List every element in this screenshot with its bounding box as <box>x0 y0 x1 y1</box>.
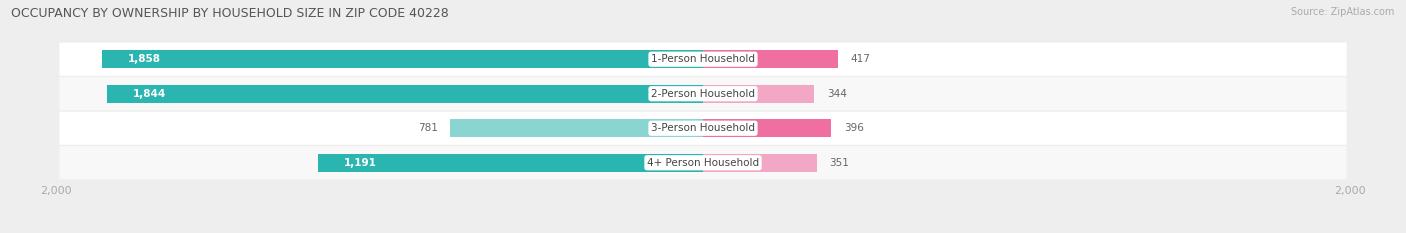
Bar <box>318 154 703 172</box>
Text: Source: ZipAtlas.com: Source: ZipAtlas.com <box>1291 7 1395 17</box>
FancyBboxPatch shape <box>59 112 1347 145</box>
Text: 3-Person Household: 3-Person Household <box>651 123 755 133</box>
Bar <box>703 85 814 103</box>
Text: OCCUPANCY BY OWNERSHIP BY HOUSEHOLD SIZE IN ZIP CODE 40228: OCCUPANCY BY OWNERSHIP BY HOUSEHOLD SIZE… <box>11 7 449 20</box>
Bar <box>703 119 831 137</box>
Text: 1-Person Household: 1-Person Household <box>651 54 755 64</box>
Text: 1,191: 1,191 <box>343 158 377 168</box>
Text: 2-Person Household: 2-Person Household <box>651 89 755 99</box>
Text: 351: 351 <box>830 158 849 168</box>
Bar <box>703 154 817 172</box>
Text: 4+ Person Household: 4+ Person Household <box>647 158 759 168</box>
FancyBboxPatch shape <box>59 43 1347 76</box>
FancyBboxPatch shape <box>59 77 1347 110</box>
Text: 1,844: 1,844 <box>132 89 166 99</box>
Text: 781: 781 <box>418 123 437 133</box>
Text: 417: 417 <box>851 54 870 64</box>
Text: 1,858: 1,858 <box>128 54 162 64</box>
Bar <box>703 50 838 68</box>
Bar <box>103 50 703 68</box>
Bar <box>450 119 703 137</box>
Bar <box>107 85 703 103</box>
FancyBboxPatch shape <box>59 146 1347 179</box>
Text: 396: 396 <box>844 123 863 133</box>
Text: 344: 344 <box>827 89 846 99</box>
